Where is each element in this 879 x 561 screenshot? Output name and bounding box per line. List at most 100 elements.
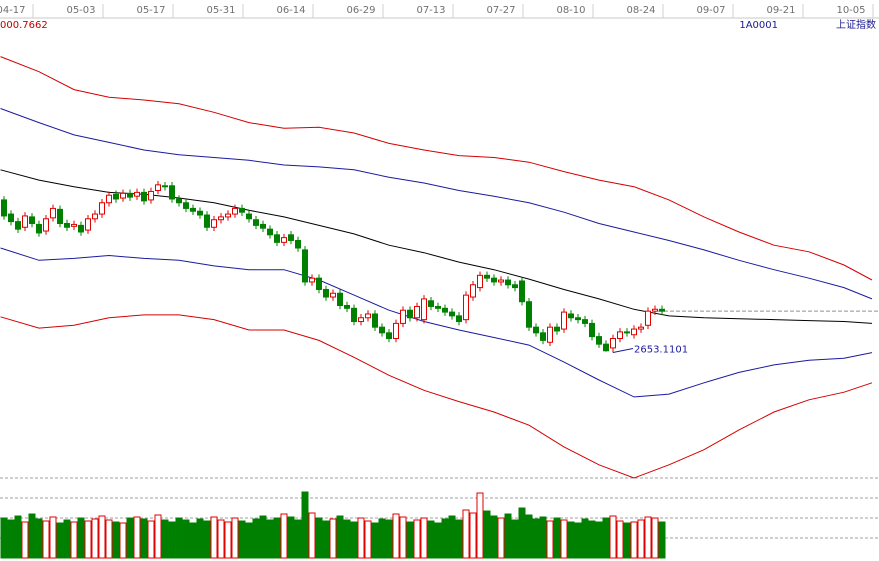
candle-body: [567, 313, 574, 319]
volume-bar: [168, 521, 176, 559]
candle-body: [595, 336, 602, 345]
candle-body: [322, 288, 329, 298]
candle-body: [161, 185, 168, 188]
candle-body: [574, 317, 581, 321]
index-name: 上证指数: [836, 18, 876, 31]
volume-bar: [329, 518, 337, 559]
candle-body: [602, 343, 609, 352]
volume-bar: [273, 517, 281, 559]
candle-body: [77, 224, 84, 233]
volume-bar: [224, 521, 232, 559]
volume-bar: [161, 519, 169, 559]
candle-body: [63, 222, 70, 228]
volume-bar: [420, 517, 428, 559]
volume-bar: [322, 520, 330, 559]
candle-body: [399, 309, 406, 324]
volume-bar: [511, 519, 519, 559]
x-tick-label: 04-17: [0, 5, 26, 16]
candle-body: [245, 213, 252, 220]
volume-bar: [413, 519, 421, 559]
symbol: 1A0001: [739, 20, 778, 31]
candle-body: [203, 214, 210, 228]
volume-bar: [364, 520, 372, 559]
volume-bar: [154, 514, 162, 559]
candle-body: [21, 215, 28, 228]
candle-body: [126, 192, 133, 198]
candle-body: [539, 332, 546, 341]
volume-bar: [112, 521, 120, 559]
volume-bar: [602, 517, 610, 559]
candle-body: [210, 219, 217, 228]
volume-bar: [623, 522, 631, 559]
candle-body: [182, 202, 189, 209]
volume-bar: [427, 520, 435, 559]
candle-body: [581, 319, 588, 324]
volume-bar: [98, 515, 106, 559]
candle-body: [371, 313, 378, 328]
candle-body: [644, 310, 651, 326]
candle-body: [434, 305, 441, 309]
volume-bar: [588, 520, 596, 559]
candle-body: [637, 326, 644, 330]
candle-body: [378, 326, 385, 334]
candle-body: [623, 331, 630, 334]
volume-bar: [336, 515, 344, 559]
volume-bar: [189, 522, 197, 559]
candle-body: [651, 308, 658, 312]
candle-body: [280, 237, 287, 243]
candle-body: [532, 326, 539, 334]
candle-body: [189, 207, 196, 212]
volume-bar: [595, 521, 603, 559]
x-tick-label: 05-17: [136, 5, 165, 16]
candle-body: [560, 311, 567, 330]
volume-bar: [532, 518, 540, 559]
volume-bar: [371, 522, 379, 559]
volume-bar: [434, 522, 442, 559]
volume-bar: [84, 520, 92, 559]
volume-bar: [378, 518, 386, 559]
candle-body: [224, 213, 231, 218]
candle-body: [196, 210, 203, 216]
candle-body: [259, 223, 266, 229]
volume-bar: [140, 518, 148, 559]
volume-bar: [651, 517, 659, 559]
candle-body: [511, 284, 518, 289]
volume-bar: [266, 519, 274, 559]
candle-body: [91, 213, 98, 220]
volume-bar: [287, 516, 295, 559]
candle-body: [42, 218, 49, 232]
volume-bar: [343, 519, 351, 559]
volume-bar: [245, 522, 253, 559]
volume-bar: [504, 513, 512, 559]
candle-body: [427, 300, 434, 307]
volume-bar: [637, 519, 645, 559]
annotation-line: [612, 348, 634, 354]
candle-body: [525, 301, 532, 328]
candle-body: [70, 223, 77, 227]
candle-body: [448, 311, 455, 317]
candle-body: [329, 292, 336, 298]
candle-body: [147, 190, 154, 201]
candle-body: [7, 213, 14, 223]
candle-body: [336, 292, 343, 307]
candle-body: [217, 216, 224, 221]
volume-bar: [21, 521, 29, 559]
volume-bar: [294, 519, 302, 559]
volume-bar: [28, 513, 36, 559]
candle-body: [287, 234, 294, 241]
volume-bar: [441, 518, 449, 559]
volume-bar: [238, 520, 246, 559]
volume-bar: [490, 515, 498, 559]
volume-bar: [63, 519, 71, 559]
volume-bar: [315, 517, 323, 559]
top-label: 000.7662: [0, 20, 48, 31]
volume-bar: [462, 509, 470, 559]
volume-bar: [42, 520, 50, 559]
volume-bar: [630, 521, 638, 559]
candle-body: [112, 193, 119, 200]
candle-body: [343, 305, 350, 309]
x-tick-label: 06-29: [346, 5, 375, 16]
band-line: [0, 108, 873, 300]
candle-body: [616, 331, 623, 339]
